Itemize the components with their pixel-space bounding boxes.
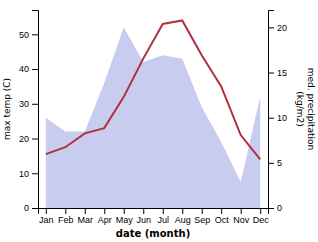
tick-mark: [32, 173, 38, 174]
tick: 10: [268, 113, 287, 123]
tick-mark: [241, 208, 242, 214]
tick-label: Jan: [39, 215, 54, 225]
axis-line: [32, 11, 39, 209]
tick-mark: [32, 69, 38, 70]
tick-label: Sep: [194, 215, 210, 225]
tick: May: [116, 208, 134, 225]
tick-mark: [32, 208, 38, 209]
tick: 15: [268, 68, 287, 78]
tick-label: 20: [19, 134, 29, 144]
tick-mark: [104, 208, 105, 214]
tick-label: 10: [277, 113, 287, 123]
tick-mark: [32, 104, 38, 105]
y2-axis-title: med. precipitation(kg/m2): [295, 68, 316, 150]
tick: Dec: [253, 208, 270, 225]
tick-label: May: [116, 215, 134, 225]
axis-line: [269, 11, 275, 209]
tick-mark: [143, 208, 144, 214]
axis-line: [39, 209, 269, 215]
chart: Jan Feb Mar Apr MayJun Jul AugSep OctNovDec 0 10 2…: [0, 0, 318, 242]
tick-label: 30: [19, 99, 29, 109]
tick-mark: [163, 208, 164, 214]
tick-mark: [268, 208, 274, 209]
tick-label: Feb: [58, 215, 74, 225]
tick-mark: [46, 208, 47, 214]
tick: 30: [19, 99, 38, 109]
tick-mark: [268, 118, 274, 119]
tick: Sep: [194, 208, 210, 225]
tick: Apr: [98, 208, 112, 225]
tick: Jul: [157, 208, 169, 225]
tick-label: 0: [24, 203, 29, 213]
tick-mark: [32, 34, 38, 35]
tick: 50: [19, 30, 38, 40]
tick-mark: [268, 27, 274, 28]
plot: Jan Feb Mar Apr MayJun Jul AugSep OctNovDec 0 10 2…: [2, 11, 316, 240]
tick-label: 10: [19, 169, 29, 179]
tick-label: Oct: [215, 215, 230, 225]
tick: 10: [19, 169, 38, 179]
tick: 5: [268, 158, 282, 168]
tick: Nov: [233, 208, 250, 225]
area: [46, 27, 260, 208]
tick-label: Dec: [253, 215, 270, 225]
tick: Mar: [78, 208, 94, 225]
tick-label: Mar: [78, 215, 94, 225]
tick: Jun: [136, 208, 151, 225]
tick: 20: [19, 134, 38, 144]
tick-mark: [202, 208, 203, 214]
tick-mark: [268, 73, 274, 74]
tick-label: Jun: [136, 215, 151, 225]
tick: Aug: [175, 208, 191, 225]
tick: 20: [268, 23, 287, 33]
y2-axis-title-line: (kg/m2): [295, 91, 305, 126]
y2-axis: 0 5 10 15 20: [268, 11, 287, 214]
tick: 0: [268, 203, 282, 213]
tick: 0: [24, 203, 38, 213]
y-axis-title: max temp (C): [2, 78, 12, 140]
x-axis: Jan Feb Mar Apr MayJun Jul AugSep OctNovDec: [39, 208, 270, 225]
tick-label: 20: [277, 23, 287, 33]
y-axis: 0 10 20 30 40 50: [19, 11, 39, 214]
tick-label: 15: [277, 68, 287, 78]
tick-label: Jul: [157, 215, 169, 225]
tick: Jan: [39, 208, 54, 225]
tick-mark: [182, 208, 183, 214]
tick: Feb: [58, 208, 74, 225]
tick-label: 0: [277, 203, 282, 213]
tick-label: Nov: [233, 215, 250, 225]
tick-label: Aug: [175, 215, 191, 225]
tick-mark: [32, 139, 38, 140]
tick-mark: [85, 208, 86, 214]
tick-mark: [65, 208, 66, 214]
tick: Oct: [215, 208, 230, 225]
tick-mark: [268, 163, 274, 164]
tick-mark: [124, 208, 125, 214]
tick: 40: [19, 64, 38, 74]
line: [46, 20, 260, 159]
y2-axis-title-line: med. precipitation: [306, 68, 316, 150]
tick-mark: [221, 208, 222, 214]
marks: [46, 20, 260, 208]
tick-label: 40: [19, 64, 29, 74]
x-axis-title: date (month): [116, 228, 190, 239]
tick-label: 5: [277, 158, 282, 168]
tick-label: 50: [19, 30, 29, 40]
tick-mark: [260, 208, 261, 214]
tick-label: Apr: [98, 215, 112, 225]
